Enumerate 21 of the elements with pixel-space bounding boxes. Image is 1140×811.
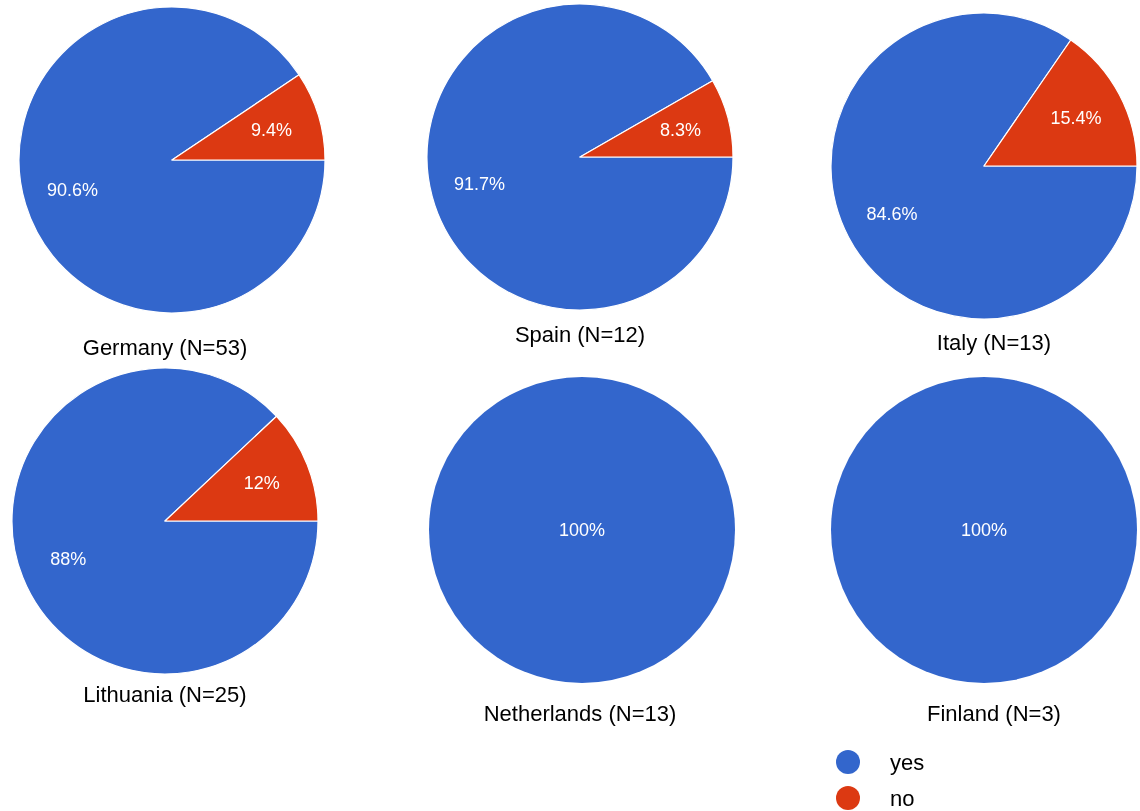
pie-slice — [426, 3, 734, 311]
text: Lithuania (N=25) — [83, 681, 247, 707]
data-label: 9.4% — [251, 119, 293, 140]
legend-label: yes — [890, 749, 925, 775]
legend-label: no — [890, 785, 915, 811]
data-label: 100% — [960, 520, 1008, 540]
text: Spain (N=12) — [514, 321, 646, 347]
text: Finland (N=3) — [927, 700, 1061, 726]
data-label: 91.7% — [453, 173, 505, 194]
data-label: 90.6% — [46, 180, 98, 201]
data-label: 84.6% — [866, 204, 918, 225]
data-label: 88% — [50, 549, 87, 570]
text: Netherlands (N=13) — [483, 700, 677, 726]
text: Italy (N=13) — [936, 329, 1052, 355]
data-label: 100% — [558, 520, 606, 540]
data-label: 8.3% — [660, 120, 702, 141]
pie-slice — [11, 367, 319, 675]
text: Germany (N=53) — [82, 334, 248, 360]
data-label: 15.4% — [1050, 107, 1102, 128]
pie-slice — [18, 6, 326, 314]
data-label: 12% — [243, 472, 280, 493]
